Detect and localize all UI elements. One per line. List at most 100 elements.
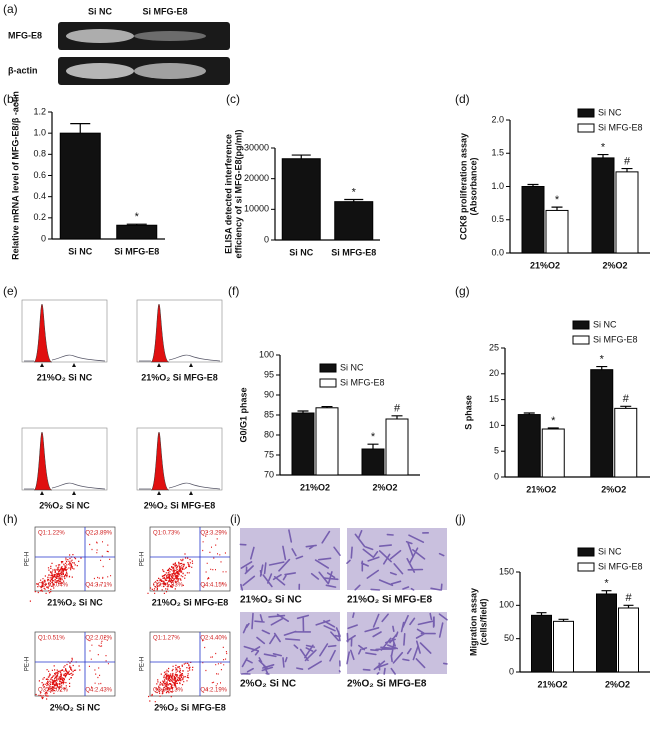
error-bar (291, 154, 311, 159)
dot-plot-caption: 2%O₂ Si MFG-E8 (154, 702, 226, 712)
blot-row-label: β-actin (8, 65, 38, 75)
histogram-peak (33, 431, 53, 491)
quadrant-label: Q4:2.43% (85, 688, 112, 694)
error-bar (391, 415, 403, 419)
y-axis-label: CCK8 proliferation assay (458, 133, 468, 240)
panel-label: (h) (3, 512, 18, 526)
bar (596, 593, 617, 673)
error-bar (527, 183, 539, 187)
y-tick-label: 15 (489, 394, 499, 404)
quadrant-label: Q3:91.83% (153, 583, 184, 589)
y-axis-label: Relative mRNA level of MFG-E8/β -actin (10, 91, 20, 260)
histogram-frame (136, 427, 223, 491)
error-bar (367, 443, 379, 449)
bar (59, 132, 101, 240)
blot-band (134, 63, 206, 79)
y-axis-label: Migration assay (468, 588, 478, 656)
y-tick-label: 1.0 (491, 181, 504, 191)
histogram-frame (21, 427, 108, 491)
y-tick-label: 0 (264, 234, 269, 244)
significance-marker: # (625, 592, 632, 604)
x-tick-label: 2%O2 (605, 679, 630, 689)
micrograph-caption: 21%O₂ Si NC (240, 595, 302, 606)
bar (334, 201, 374, 241)
legend-label: Si MFG-E8 (593, 334, 638, 344)
bar (315, 407, 339, 476)
bar (614, 407, 638, 478)
significance-marker: * (551, 415, 556, 427)
bar (531, 614, 552, 673)
bar (385, 418, 409, 476)
error-bar (621, 167, 633, 172)
y-tick-label: 150 (499, 566, 514, 576)
legend-label: Si MFG-E8 (598, 561, 643, 571)
y-tick-label: 85 (264, 409, 274, 419)
quadrant-label: Q4:3.71% (85, 583, 112, 589)
blot-column-label: Si MFG-E8 (142, 6, 187, 16)
legend-label: Si NC (340, 362, 364, 372)
error-bar (547, 427, 559, 430)
dot-plot-caption: 2%O₂ Si NC (50, 702, 101, 712)
legend-swatch (572, 320, 590, 330)
significance-marker: * (555, 194, 560, 206)
histogram-curve (24, 482, 106, 490)
bar (541, 428, 565, 478)
significance-marker: * (601, 141, 606, 153)
y-tick-label: 0 (494, 471, 499, 481)
significance-marker: * (352, 186, 357, 198)
significance-marker: * (371, 431, 376, 443)
cells (239, 529, 341, 591)
histogram-caption: 2%O₂ Si NC (39, 500, 90, 510)
quadrant-label: Q4:4.15% (200, 583, 227, 589)
y-axis-label: (cells/field) (478, 598, 488, 645)
dot-cloud (148, 640, 228, 703)
significance-marker: * (604, 578, 609, 590)
cells (346, 530, 445, 591)
panel-label: (c) (226, 92, 240, 106)
legend-swatch (577, 562, 595, 572)
y-tick-label: 30000 (244, 142, 269, 152)
dot-cloud (147, 531, 227, 594)
y-tick-label: 70 (264, 469, 274, 479)
x-tick-label: Si NC (68, 246, 93, 256)
quadrant-label: Q1:0.73% (153, 531, 180, 537)
y-tick-label: 100 (499, 600, 514, 610)
histogram-peak (150, 431, 170, 491)
histogram-curve (139, 354, 221, 362)
error-bar (596, 365, 608, 370)
x-tick-label: 21%O2 (537, 679, 567, 689)
y-axis-label: (Absorbance) (468, 157, 478, 215)
quadrant-label: Q3:93.02% (38, 688, 69, 694)
legend-swatch (319, 363, 337, 373)
x-tick-label: 21%O2 (526, 484, 556, 494)
panel-label: (b) (3, 92, 18, 106)
histogram-peak (150, 303, 170, 363)
y-tick-label: 10 (489, 420, 499, 430)
bar (281, 158, 321, 241)
bar (521, 186, 545, 254)
cells (346, 612, 448, 675)
panel-label: (g) (455, 284, 470, 298)
x-tick-label: 2%O2 (372, 482, 397, 492)
histogram-caption: 2%O₂ Si MFG-E8 (144, 500, 216, 510)
error-bar (536, 612, 547, 616)
y-tick-label: 1.2 (33, 106, 46, 116)
dot-cloud (35, 636, 109, 700)
dot-plot-axis-label: PE-H (25, 552, 31, 566)
legend-swatch (577, 547, 595, 557)
legend-label: Si MFG-E8 (598, 122, 643, 132)
bar (361, 448, 385, 476)
y-tick-label: 95 (264, 369, 274, 379)
dot-plot-axis-label: PE-H (25, 657, 31, 671)
y-tick-label: 0 (509, 666, 514, 676)
x-tick-label: Si MFG-E8 (331, 247, 376, 257)
histogram-marker (72, 491, 76, 495)
x-tick-label: 21%O2 (530, 260, 560, 270)
quadrant-label: Q2:3.89% (85, 531, 112, 537)
blot-band (134, 31, 206, 41)
y-tick-label: 1.5 (491, 148, 504, 158)
dot-plot-caption: 21%O₂ Si MFG-E8 (152, 597, 229, 607)
panel-label: (i) (230, 512, 241, 526)
